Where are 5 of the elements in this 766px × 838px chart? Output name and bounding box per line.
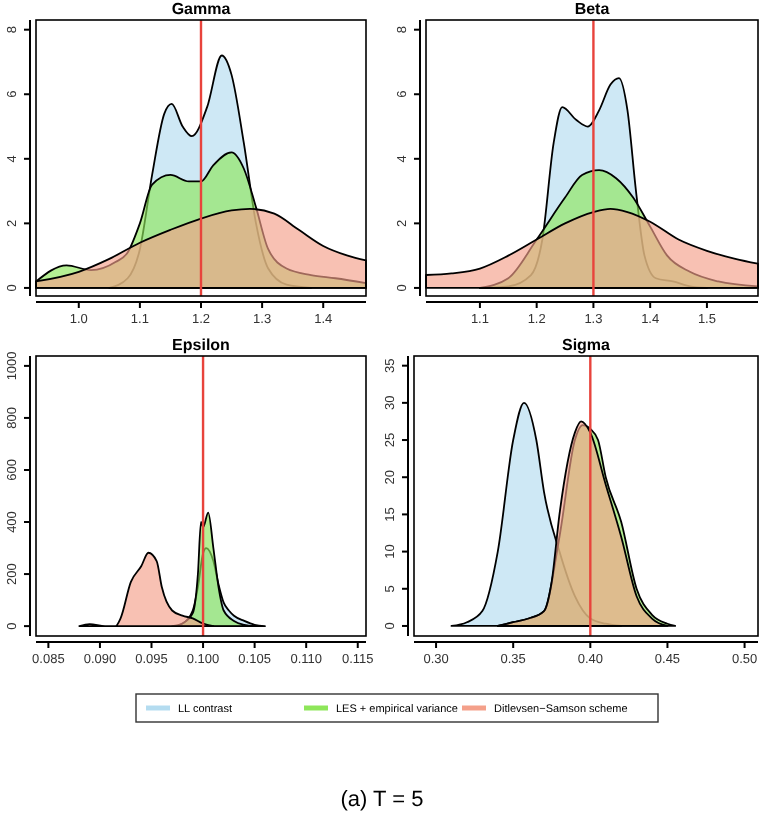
chart-title: Beta [574,0,611,18]
text: (a) T = 5 [340,788,424,812]
chart-title: Sigma [561,336,612,354]
chart-title: Epsilon [172,336,231,354]
chart-title: Gamma [171,0,232,18]
